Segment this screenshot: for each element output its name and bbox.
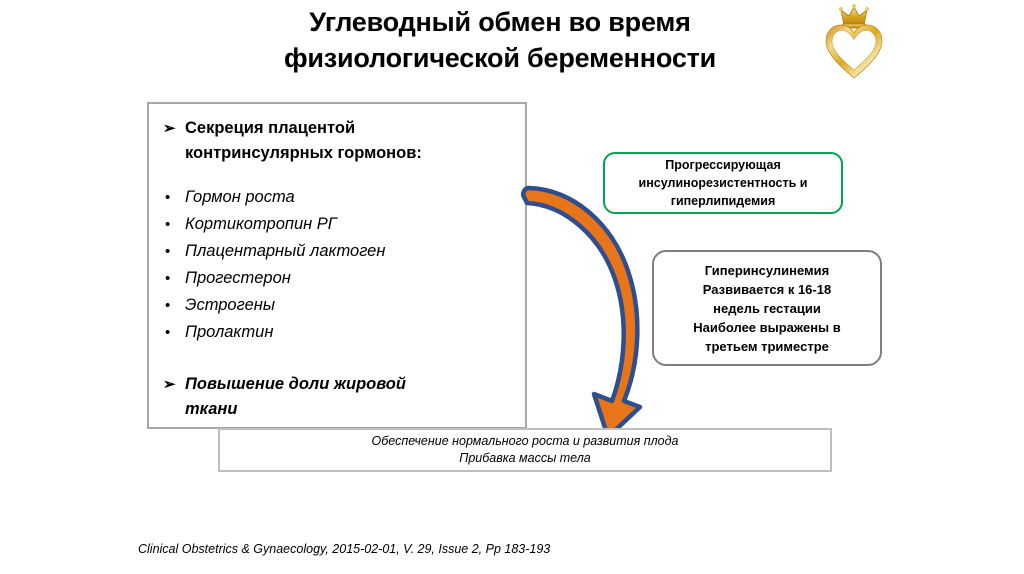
left-box-heading-text: Секреция плацентой контринсулярных гормо… (185, 116, 511, 166)
bottom-line-2: Прибавка массы тела (459, 451, 591, 465)
hormone-list: • Гормон роста • Кортикотропин РГ • Плац… (163, 184, 511, 346)
fat-tissue-statement: ➢ Повышение доли жировой ткани (163, 372, 511, 422)
list-item: • Прогестерон (163, 265, 511, 292)
insulin-resistance-box: Прогрессирующая инсулинорезистентность и… (603, 152, 843, 214)
green-line-2: инсулинорезистентность и (638, 176, 808, 190)
bottom-line-1: Обеспечение нормального роста и развития… (371, 434, 679, 448)
dot-bullet-icon: • (165, 189, 171, 206)
title-line-2: физиологической беременности (283, 43, 717, 73)
list-item: • Эстрогены (163, 292, 511, 319)
source-citation: Clinical Obstetrics & Gynaecology, 2015-… (138, 542, 551, 556)
insulin-resistance-text: Прогрессирующая инсулинорезистентность и… (639, 156, 808, 210)
gray-line-5: третьем триместре (705, 338, 829, 354)
hyperinsulinemia-box: Гиперинсулинемия Развивается к 16-18 нед… (652, 250, 882, 366)
list-item: • Пролактин (163, 319, 511, 346)
gray-line-4: Наиболее выражены в (693, 319, 841, 335)
fetal-growth-text: Обеспечение нормального роста и развития… (372, 433, 679, 467)
crowned-heart-logo (820, 2, 910, 84)
hormone-label: Пролактин (185, 323, 274, 341)
hormone-label: Кортикотропин РГ (185, 215, 337, 233)
page-title: Углеводный обмен во время физиологическо… (150, 4, 850, 76)
gray-line-2: Развивается к 16-18 (702, 281, 832, 297)
list-item: • Плацентарный лактоген (163, 238, 511, 265)
arrow-bullet-icon: ➢ (163, 120, 176, 137)
fetal-growth-box: Обеспечение нормального роста и развития… (218, 428, 832, 472)
hormone-label: Прогестерон (185, 269, 291, 287)
dot-bullet-icon: • (165, 216, 171, 233)
heading-line-1: Секреция плацентой (185, 119, 356, 137)
fat-tissue-text: Повышение доли жировой ткани (185, 372, 511, 422)
dot-bullet-icon: • (165, 270, 171, 287)
hyperinsulinemia-text: Гиперинсулинемия Развивается к 16-18 нед… (693, 261, 841, 356)
list-item: • Гормон роста (163, 184, 511, 211)
dot-bullet-icon: • (165, 324, 171, 341)
list-item: • Кортикотропин РГ (163, 211, 511, 238)
crown-icon (839, 4, 869, 29)
hormone-label: Гормон роста (185, 188, 295, 206)
green-line-1: Прогрессирующая (665, 158, 781, 172)
dot-bullet-icon: • (165, 297, 171, 314)
green-line-3: гиперлипидемия (670, 194, 776, 208)
title-line-1: Углеводный обмен во время (309, 7, 691, 37)
hormone-label: Плацентарный лактоген (185, 242, 386, 260)
hormone-secretion-box: ➢ Секреция плацентой контринсулярных гор… (147, 102, 527, 429)
fat-tissue-line-1: Повышение доли жировой (185, 375, 406, 393)
fat-tissue-line-2: ткани (185, 400, 238, 418)
heading-line-2: контринсулярных гормонов: (185, 144, 422, 162)
dot-bullet-icon: • (165, 243, 171, 260)
arrow-bullet-icon: ➢ (163, 376, 176, 393)
heart-icon (825, 24, 883, 79)
curved-down-arrow (520, 175, 660, 443)
gray-line-1: Гиперинсулинемия (704, 262, 830, 278)
left-box-heading: ➢ Секреция плацентой контринсулярных гор… (163, 116, 511, 166)
gray-line-3: недель гестации (713, 300, 821, 316)
hormone-label: Эстрогены (185, 296, 275, 314)
